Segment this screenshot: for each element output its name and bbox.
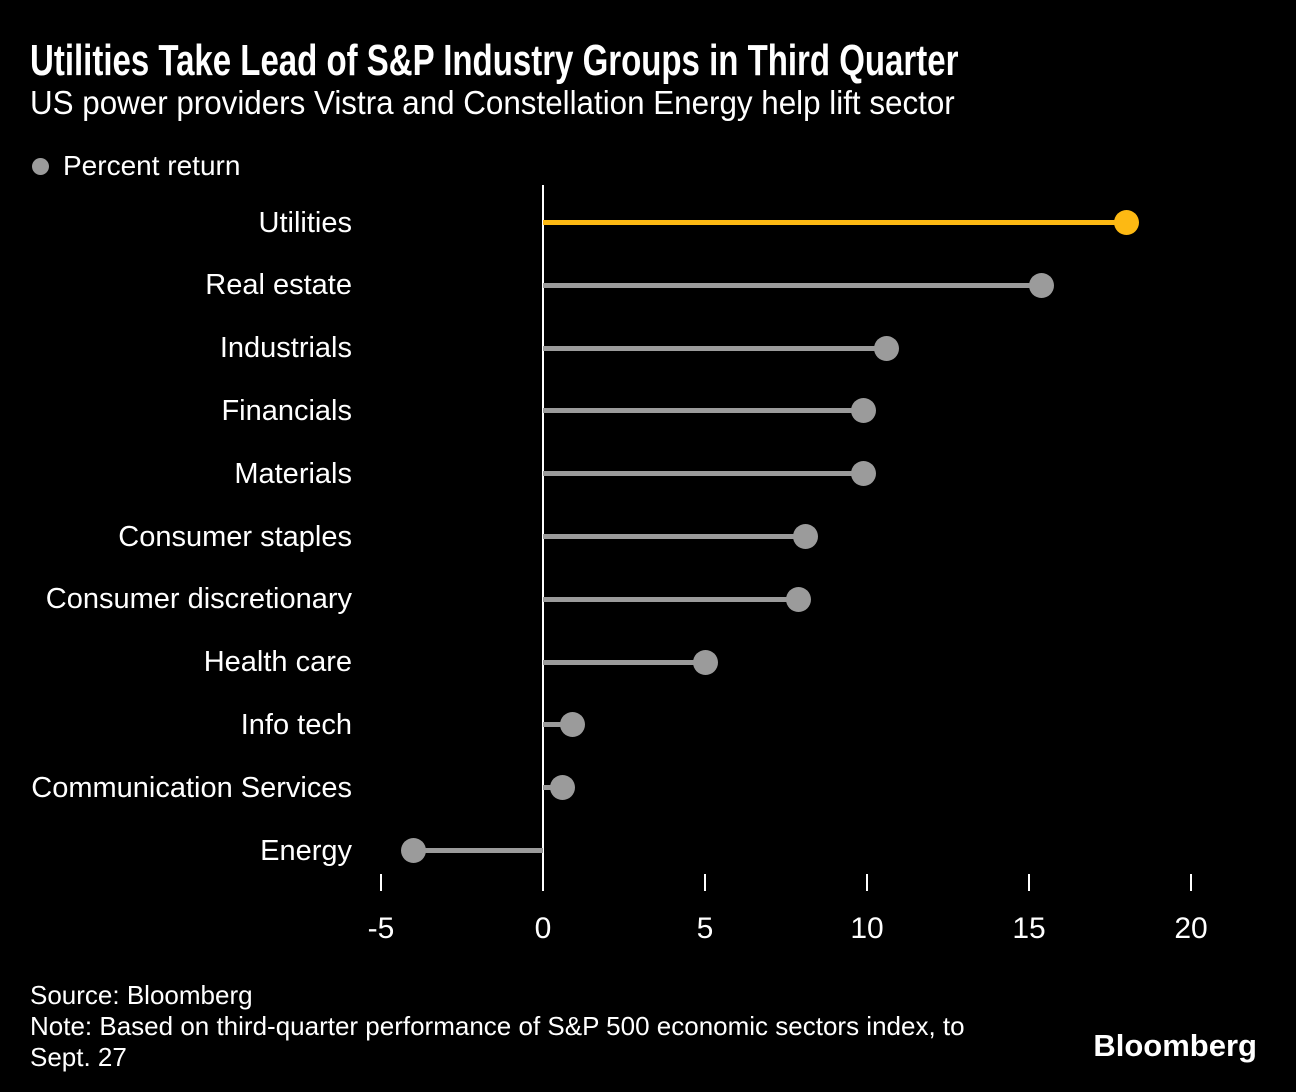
note-text-line-2: Sept. 27 [30,1042,127,1072]
x-axis-tick [380,874,382,891]
category-label: Utilities [258,206,352,239]
x-axis-tick-label: 20 [1174,912,1208,945]
lollipop-stem [543,596,799,602]
category-label: Real estate [205,269,352,302]
lollipop-dot [559,712,585,738]
bloomberg-logo: Bloomberg [1093,1028,1257,1063]
legend-marker-dot-icon [32,157,49,175]
chart-subtitle: US power providers Vistra and Constellat… [30,84,955,121]
note-text-line-1: Note: Based on third-quarter performance… [30,1011,965,1041]
lollipop-stem [543,659,705,665]
lollipop-dot [692,649,718,675]
category-label: Financials [221,394,352,427]
lollipop-dot [851,398,877,424]
source-text: Source: Bloomberg [30,980,253,1010]
lollipop-dot [1029,272,1055,298]
lollipop-dot [873,335,899,361]
category-label: Materials [234,457,352,490]
lollipop-dot [786,586,812,612]
lollipop-stem [543,722,573,728]
x-axis-tick [704,874,706,891]
lollipop-stem [543,282,1042,288]
lollipop-stem [413,848,543,853]
category-label: Industrials [219,332,352,365]
footer: Source: Bloomberg Note: Based on third-q… [30,980,965,1073]
category-label: Consumer staples [118,520,352,553]
category-label: Info tech [240,708,352,741]
lollipop-stem [543,345,887,351]
lollipop-dot [549,775,575,801]
x-axis-tick-label: -5 [367,912,395,945]
legend-label: Percent return [63,150,241,181]
category-label: Energy [260,834,352,867]
x-axis-tick-label: 10 [850,912,884,945]
x-axis-tick [1028,874,1030,891]
lollipop-stem [543,408,864,414]
x-axis-tick-label: 0 [534,912,552,945]
lollipop-dot [400,838,426,863]
x-axis-tick [542,874,544,891]
x-axis-tick-label: 15 [1012,912,1046,945]
category-label: Health care [203,646,352,679]
lollipop-dot [851,461,877,487]
lollipop-stem [543,534,806,539]
legend: Percent return [32,150,240,182]
category-label: Consumer discretionary [45,583,352,616]
x-axis-tick-label: 5 [696,912,714,945]
chart-title: Utilities Take Lead of S&P Industry Grou… [30,36,959,85]
lollipop-dot [792,524,818,549]
lollipop-dot-highlight [1113,210,1139,235]
lollipop-stem [543,220,1127,225]
x-axis-tick [866,874,868,891]
x-axis-tick [1190,874,1192,891]
lollipop-stem [543,471,864,477]
category-label: Communication Services [31,771,352,804]
